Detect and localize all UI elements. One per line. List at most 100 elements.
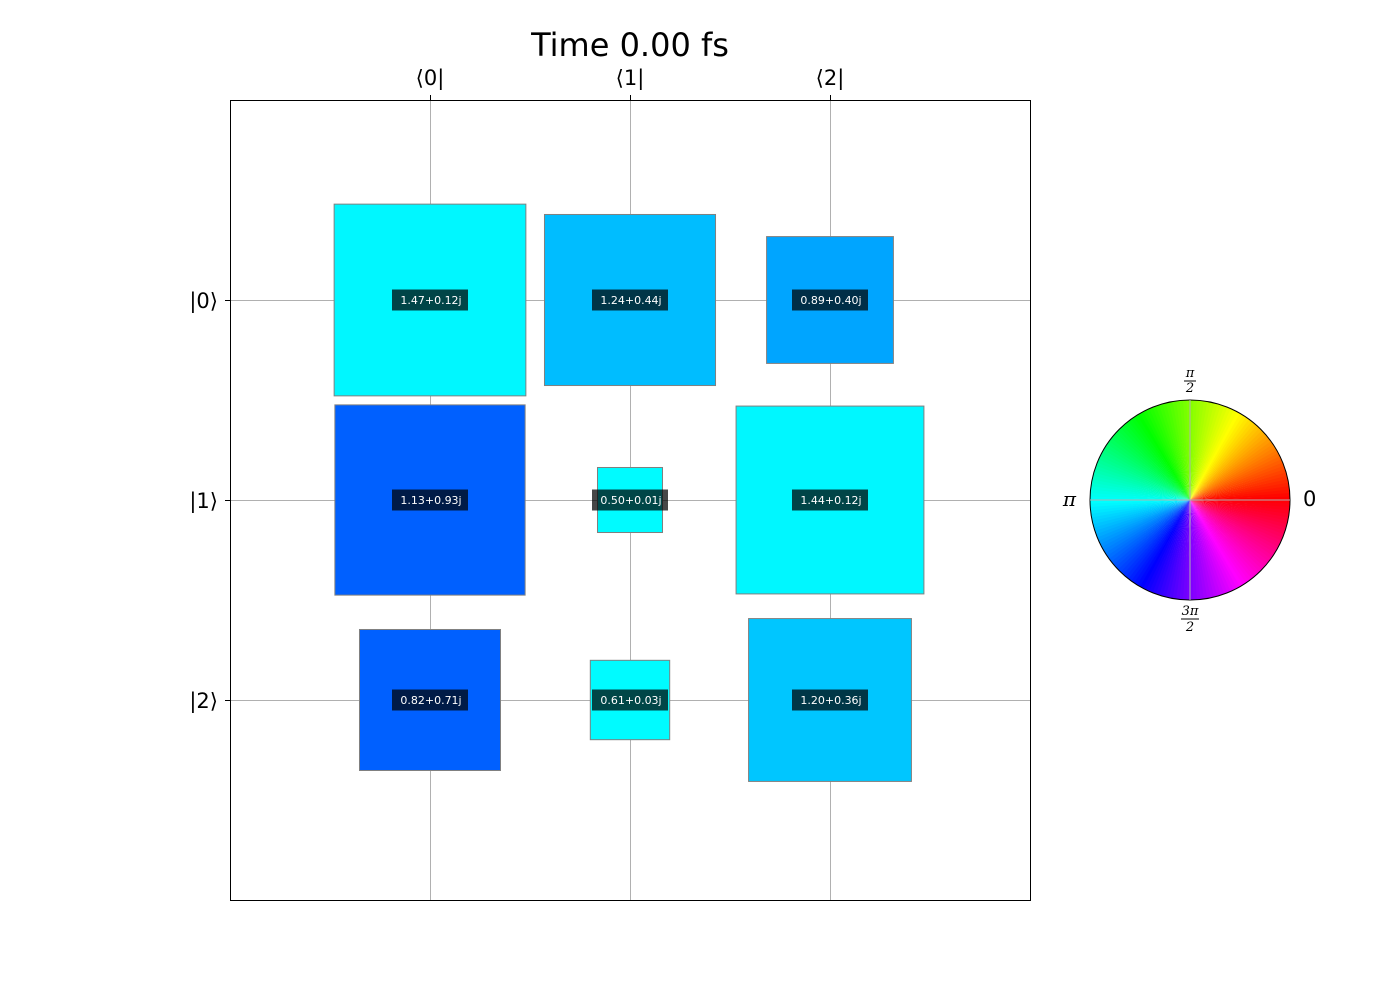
cell-value-label: 1.20+0.36j — [800, 694, 861, 707]
wheel-segment — [1190, 458, 1283, 500]
wheel-segment — [1190, 500, 1290, 518]
wheel-segment — [1190, 500, 1265, 570]
wheel-segment — [1148, 407, 1190, 500]
cell-label-bg — [392, 689, 468, 711]
wheel-segment — [1115, 500, 1190, 570]
wheel-segment — [1136, 413, 1190, 500]
wheel-segment — [1190, 500, 1244, 587]
wheel-segment — [1098, 456, 1190, 500]
cell-value-label: 0.89+0.40j — [800, 294, 861, 307]
wheel-segment — [1190, 400, 1204, 500]
wheel-segment — [1091, 479, 1190, 500]
wheel-segment — [1190, 423, 1257, 500]
wheel-segment — [1120, 425, 1190, 500]
wheel-segment — [1190, 500, 1288, 528]
wheel-segment — [1117, 428, 1190, 500]
wheel-segment — [1190, 425, 1260, 500]
wheel-segment — [1190, 500, 1267, 567]
wheel-segment — [1190, 420, 1255, 500]
wheel-segment — [1133, 415, 1190, 500]
wheel-segment — [1190, 452, 1280, 500]
wheel-segment — [1128, 500, 1190, 582]
y-tick-label: |0⟩ — [189, 289, 218, 314]
wheel-segment — [1190, 500, 1287, 531]
wheel-segment — [1125, 500, 1190, 580]
wheel-segment — [1159, 500, 1190, 597]
wheel-segment — [1152, 406, 1190, 500]
wheel-segment — [1134, 500, 1190, 586]
wheel-segment — [1190, 500, 1285, 538]
cell-value-label: 0.82+0.71j — [400, 694, 461, 707]
wheel-segment — [1190, 416, 1249, 500]
wheel-segment — [1190, 440, 1273, 500]
wheel-segment — [1099, 453, 1190, 500]
wheel-label-three-half-pi-num: 3π — [1182, 604, 1199, 619]
wheel-segment — [1190, 405, 1228, 500]
wheel-segment — [1090, 486, 1190, 500]
wheel-segment — [1146, 500, 1190, 592]
cell-label-bg — [392, 289, 468, 311]
wheel-segment — [1190, 432, 1267, 500]
wheel-segment — [1190, 500, 1238, 590]
wheel-label-pi: π — [1062, 487, 1077, 511]
wheel-segment — [1190, 500, 1288, 525]
wheel-segment — [1190, 438, 1271, 500]
wheel-segment — [1165, 500, 1190, 598]
y-tick-label: |2⟩ — [189, 689, 218, 714]
wheel-segment — [1190, 413, 1243, 500]
wheel-segment — [1143, 500, 1190, 591]
wheel-segment — [1155, 500, 1190, 596]
cell-value-label: 1.24+0.44j — [600, 294, 661, 307]
wheel-segment — [1190, 400, 1201, 500]
wheel-segment — [1190, 449, 1279, 500]
wheel-segment — [1190, 430, 1265, 500]
wheel-segment — [1190, 414, 1246, 500]
wheel-segment — [1190, 407, 1231, 500]
wheel-segment — [1122, 423, 1190, 500]
plot-frame — [230, 100, 1031, 901]
wheel-segment — [1190, 409, 1237, 500]
wheel-segment — [1125, 421, 1190, 500]
wheel-segment — [1190, 500, 1247, 585]
wheel-segment — [1108, 438, 1190, 500]
cell-value-label: 1.44+0.12j — [800, 494, 861, 507]
wheel-segment — [1190, 500, 1290, 507]
cell-value-label: 0.50+0.01j — [600, 494, 661, 507]
wheel-segment — [1094, 465, 1190, 500]
wheel-segment — [1090, 493, 1190, 500]
wheel-segment — [1190, 500, 1232, 593]
wheel-segment — [1190, 500, 1276, 556]
y-tick-label: |1⟩ — [189, 489, 218, 514]
wheel-segment — [1120, 500, 1190, 575]
wheel-segment — [1092, 475, 1190, 500]
wheel-segment — [1190, 500, 1277, 553]
wheel-segment — [1190, 443, 1275, 500]
wheel-segment — [1183, 500, 1190, 600]
wheel-segment — [1145, 408, 1190, 500]
wheel-segment — [1190, 435, 1269, 500]
wheel-segment — [1190, 500, 1283, 541]
wheel-segment — [1130, 417, 1190, 500]
wheel-segment — [1190, 455, 1282, 500]
wheel-segment — [1093, 469, 1190, 500]
wheel-segment — [1107, 500, 1190, 560]
wheel-segment — [1101, 500, 1190, 551]
cell-value-label: 0.61+0.03j — [600, 694, 661, 707]
cell-value-label: 1.47+0.12j — [400, 294, 461, 307]
wheel-segment — [1190, 400, 1208, 500]
wheel-segment — [1169, 500, 1190, 599]
wheel-segment — [1190, 400, 1197, 500]
wheel-segment — [1103, 447, 1190, 500]
wheel-segment — [1104, 444, 1190, 500]
wheel-segment — [1105, 500, 1190, 557]
wheel-segment — [1190, 500, 1289, 521]
wheel-segment — [1190, 418, 1252, 500]
wheel-segment — [1190, 401, 1211, 500]
axis-ticks: ⟨0| ⟨1| ⟨2| |0⟩ |1⟩ |2⟩ — [189, 66, 844, 714]
wheel-segment — [1131, 500, 1190, 584]
wheel-segment — [1118, 500, 1190, 573]
wheel-segment — [1128, 419, 1190, 500]
wheel-segment — [1190, 500, 1260, 575]
wheel-segment — [1190, 500, 1279, 550]
